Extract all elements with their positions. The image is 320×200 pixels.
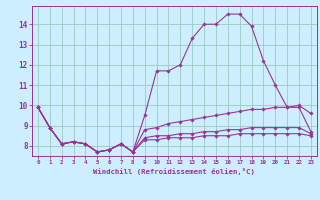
X-axis label: Windchill (Refroidissement éolien,°C): Windchill (Refroidissement éolien,°C) bbox=[93, 168, 255, 175]
